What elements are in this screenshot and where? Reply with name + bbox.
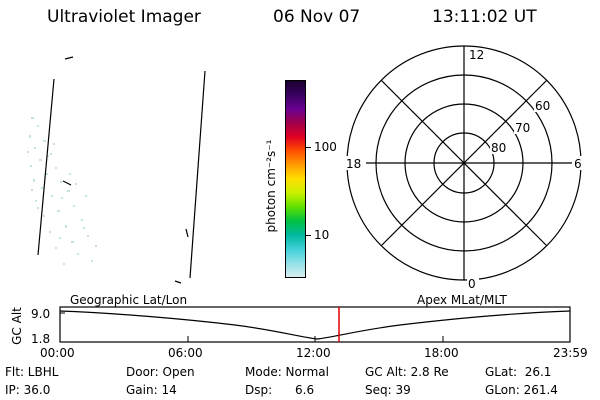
geographic-aurora-speckle [27,117,97,265]
colorbar-label-100: 100 [314,140,337,154]
info-glon: GLon: 261.4 [485,383,558,397]
geographic-mark-4 [174,280,182,284]
geographic-caption: Geographic Lat/Lon [70,293,188,307]
mlt-label-0: 0 [468,277,476,291]
timeline-xtick-0000: 00:00 [40,346,75,360]
mlt-label-6: 6 [574,157,582,171]
info-seq: Seq: 39 [365,383,411,397]
geographic-mark-3 [64,56,74,60]
geographic-mark-2 [185,228,189,238]
info-dsp: Dsp: 6.6 [245,383,315,397]
colorbar-tick-10 [306,235,311,236]
timeline-xtick-0600: 06:00 [168,346,203,360]
timeline-xtick-2359: 23:59 [553,346,588,360]
info-filter: Flt: LBHL [5,365,59,379]
colorbar-gradient [286,81,305,277]
mlat-label-60: 60 [535,99,550,113]
polar-plot: 12 18 6 0 60 70 80 [344,45,586,291]
mlt-label-18: 18 [346,157,361,171]
observation-date: 06 Nov 07 [273,7,361,27]
info-gain: Gain: 14 [126,383,177,397]
polar-diagonal-2 [380,79,548,247]
geographic-mark [62,180,72,186]
altitude-curve [59,310,571,340]
info-door: Door: Open [126,365,195,379]
info-glat: GLat: 26.1 [485,365,552,379]
instrument-title: Ultraviolet Imager [47,7,201,27]
mlat-label-70: 70 [515,121,530,135]
geographic-boundary-right [189,70,206,279]
observation-time: 13:11:02 UT [432,7,537,27]
info-ip: IP: 36.0 [5,383,51,397]
mlat-label-80: 80 [491,141,506,155]
timeline-ytick-bottom: 1.8 [31,332,51,346]
timeline-xtick-1200: 12:00 [296,346,331,360]
geographic-image-panel [27,56,206,284]
colorbar-tick-100 [306,147,311,148]
info-mode: Mode: Normal [245,365,329,379]
apex-caption: Apex MLat/MLT [417,293,507,307]
colorbar-label-10: 10 [314,228,330,242]
timeline-xtick-1800: 18:00 [424,346,459,360]
mlt-label-12: 12 [469,48,484,62]
timeline-axis-label: GC Alt [10,307,24,345]
altitude-timeline [59,306,571,343]
colorbar-axis-label: photon cm⁻²s⁻¹ [264,139,278,233]
timeline-ytick-top: 9.0 [31,307,51,321]
colorbar [285,80,306,278]
geographic-boundary-left [37,78,55,256]
info-gc-alt: GC Alt: 2.8 Re [365,365,449,379]
